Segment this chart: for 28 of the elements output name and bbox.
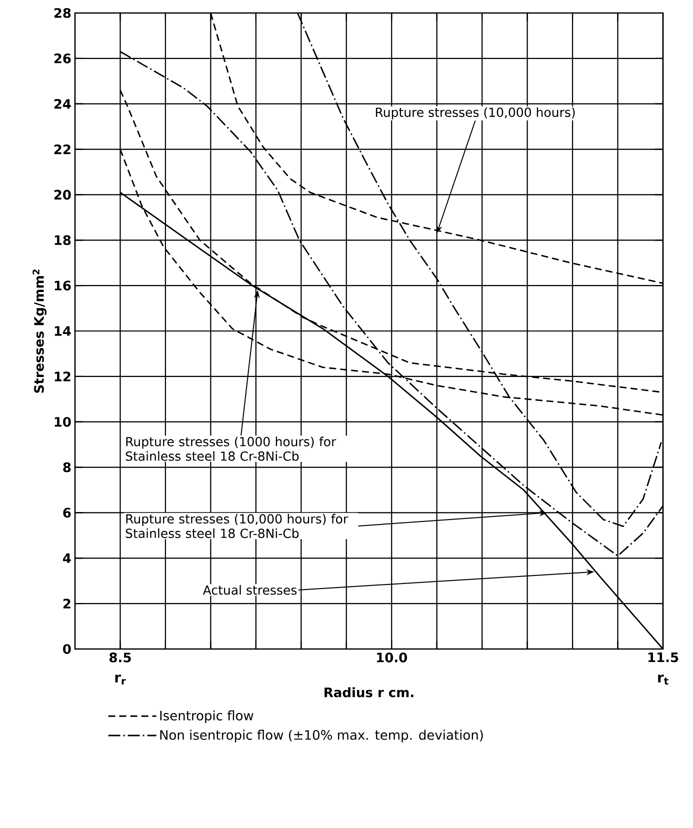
annotation: Rupture stresses (1000 hours) for Stainless steel 18 Cr-8Ni-Cb: [126, 436, 336, 461]
y-tick-label: 24: [54, 99, 71, 109]
text: r$_{r}$: [115, 674, 126, 685]
x-axis-title: Radius r cm.: [324, 687, 414, 698]
y-tick-label: 10: [54, 416, 71, 427]
y-tick-label: 12: [54, 372, 70, 382]
y-tick-label: 0: [63, 644, 71, 654]
y-tick-label: 6: [63, 508, 71, 518]
y-tick-label: 20: [54, 190, 71, 200]
annotation: Rupture stresses (10,000 hours): [376, 107, 575, 120]
y-tick-label: 14: [54, 326, 71, 336]
annotation: Actual stresses: [202, 585, 297, 595]
y-tick-label: 22: [54, 144, 70, 154]
y-tick-label: 18: [54, 235, 71, 246]
x-tick-label: 11.5: [648, 652, 678, 662]
y-axis-title: Stresses Kg/mm$^{2}$: [32, 270, 47, 393]
annotation: Rupture stresses (10,000 hours) for Stainless steel 18 Cr-8Ni-Cb: [126, 514, 348, 538]
y-tick-label: 16: [54, 280, 71, 290]
y-tick-label: 2: [63, 598, 70, 608]
text: r$_{t}$: [658, 674, 668, 685]
x-tick-label: 10.0: [377, 652, 408, 662]
y-tick-label: 8: [63, 462, 71, 472]
y-tick-label: 26: [54, 54, 71, 64]
legend-label: Non isentropic flow (±10% max. temp. deviation): [160, 730, 483, 742]
legend-label: Isentropic flow: [160, 710, 254, 724]
x-tick-label: 8.5: [110, 652, 131, 662]
y-tick-label: 4: [63, 553, 71, 563]
y-tick-label: 28: [54, 8, 71, 18]
